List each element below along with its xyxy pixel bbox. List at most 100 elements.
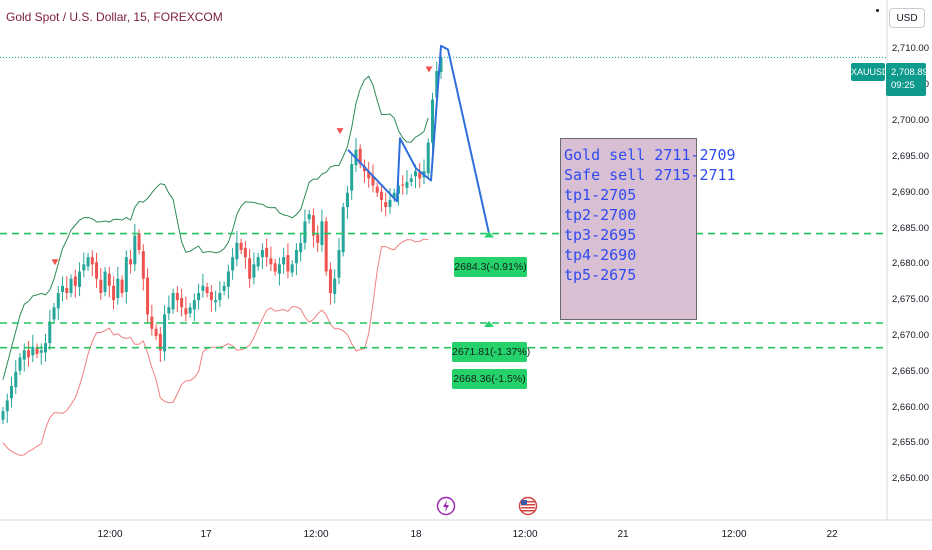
candle-body <box>405 181 409 188</box>
candle-body <box>341 207 345 253</box>
candle-body <box>175 292 179 301</box>
candle-body <box>201 285 205 291</box>
flag-stripe <box>521 510 535 512</box>
candle-body <box>371 176 375 186</box>
candle-body <box>86 257 90 267</box>
price-tick-label: 2,665.00 <box>892 365 929 377</box>
price-tick-label: 2,700.00 <box>892 115 929 127</box>
candle-body <box>120 279 124 293</box>
candle-body <box>375 186 379 193</box>
flag-stripe <box>521 507 535 509</box>
candle-body <box>214 300 218 303</box>
more-dot-icon[interactable] <box>876 9 879 12</box>
last-price-value: 2,708.89 <box>891 67 928 78</box>
candle-body <box>384 202 388 208</box>
candle-body <box>90 257 94 265</box>
sell-signal-icon[interactable] <box>336 128 344 135</box>
candle-body <box>362 166 366 172</box>
note-line: tp1-2705 <box>564 186 637 204</box>
candle-body <box>290 264 294 273</box>
price-tick-label: 2,670.00 <box>892 329 929 341</box>
note-line: tp2-2700 <box>564 206 637 224</box>
note-line: tp5-2675 <box>564 266 637 284</box>
us-flag-icon[interactable] <box>518 496 538 516</box>
candle-body <box>231 257 235 271</box>
flag-canton <box>521 500 527 505</box>
bar-countdown: 09:25 <box>891 80 915 91</box>
target-label-1: 2684.3(-0.91%) <box>454 257 527 277</box>
candle-body <box>163 314 167 352</box>
currency-selector[interactable]: USD <box>889 8 925 28</box>
candle-body <box>133 235 137 265</box>
trade-note[interactable]: Gold sell 2711-2709 Safe sell 2715-2711 … <box>560 138 736 320</box>
candle-body <box>5 400 9 412</box>
time-tick-label: 22 <box>826 529 838 540</box>
candle-body <box>154 328 158 336</box>
candle-body <box>27 350 31 358</box>
projection-path[interactable] <box>347 44 490 234</box>
price-tick-label: 2,710.00 <box>892 43 929 55</box>
candle-body <box>333 278 337 295</box>
candle-body <box>124 257 128 292</box>
time-tick-label: 12:00 <box>303 529 329 540</box>
target-label-3: 2668.36(-1.5%) <box>452 369 527 389</box>
candle-body <box>56 292 60 309</box>
candle-body <box>218 292 222 301</box>
price-tick-label: 2,690.00 <box>892 186 929 198</box>
candle-body <box>137 233 141 251</box>
sell-signal-icon[interactable] <box>425 66 433 73</box>
candle-body <box>358 148 362 165</box>
candle-body <box>324 221 328 272</box>
candle-body <box>107 273 111 286</box>
target-label-2: 2671.81(-1.37%) <box>452 342 530 362</box>
candle-body <box>239 242 243 251</box>
candle-body <box>392 192 396 198</box>
note-line: tp3-2695 <box>564 226 637 244</box>
time-tick-label: 17 <box>200 529 212 540</box>
candle-body <box>418 172 422 179</box>
candle-body <box>167 307 171 314</box>
price-tick-label: 2,680.00 <box>892 258 929 270</box>
candle-body <box>367 171 371 179</box>
candle-body <box>379 191 383 200</box>
price-tick-label: 2,660.00 <box>892 401 929 413</box>
candle-body <box>82 264 86 271</box>
candle-body <box>52 307 56 320</box>
price-tick-label: 2,695.00 <box>892 150 929 162</box>
candle-body <box>256 257 260 267</box>
candle-body <box>307 214 311 220</box>
candle-body <box>345 192 349 208</box>
candle-body <box>65 287 69 293</box>
candle-body <box>299 242 303 253</box>
candle-body <box>205 286 209 293</box>
last-price-tag: 2,708.89 09:25 <box>886 63 928 96</box>
candle-body <box>316 234 320 243</box>
candle-body <box>235 242 239 260</box>
candle-body <box>282 257 286 265</box>
upper-band-line <box>2 75 429 380</box>
lower-band-line <box>2 238 429 456</box>
candle-body <box>14 371 18 388</box>
target-arrow-icon <box>484 231 494 238</box>
candle-body <box>158 333 162 351</box>
note-line: Gold sell 2711-2709 <box>564 146 736 164</box>
note-line: Safe sell 2715-2711 <box>564 166 736 184</box>
candle-body <box>146 277 150 315</box>
candle-body <box>129 259 133 265</box>
price-tick-label: 2,685.00 <box>892 222 929 234</box>
time-tick-label: 21 <box>617 529 629 540</box>
candle-body <box>273 263 277 272</box>
lightning-icon[interactable] <box>436 496 456 516</box>
candle-body <box>294 250 298 264</box>
price-tick-label: 2,655.00 <box>892 437 929 449</box>
sell-signal-icon[interactable] <box>51 259 59 266</box>
candle-body <box>73 276 77 286</box>
candle-body <box>209 291 213 301</box>
time-tick-label: 18 <box>410 529 422 540</box>
symbol-price-tag: XAUUSD <box>851 63 889 81</box>
candle-body <box>99 279 103 293</box>
target-arrow-icon <box>484 320 494 327</box>
candle-body <box>439 57 443 73</box>
